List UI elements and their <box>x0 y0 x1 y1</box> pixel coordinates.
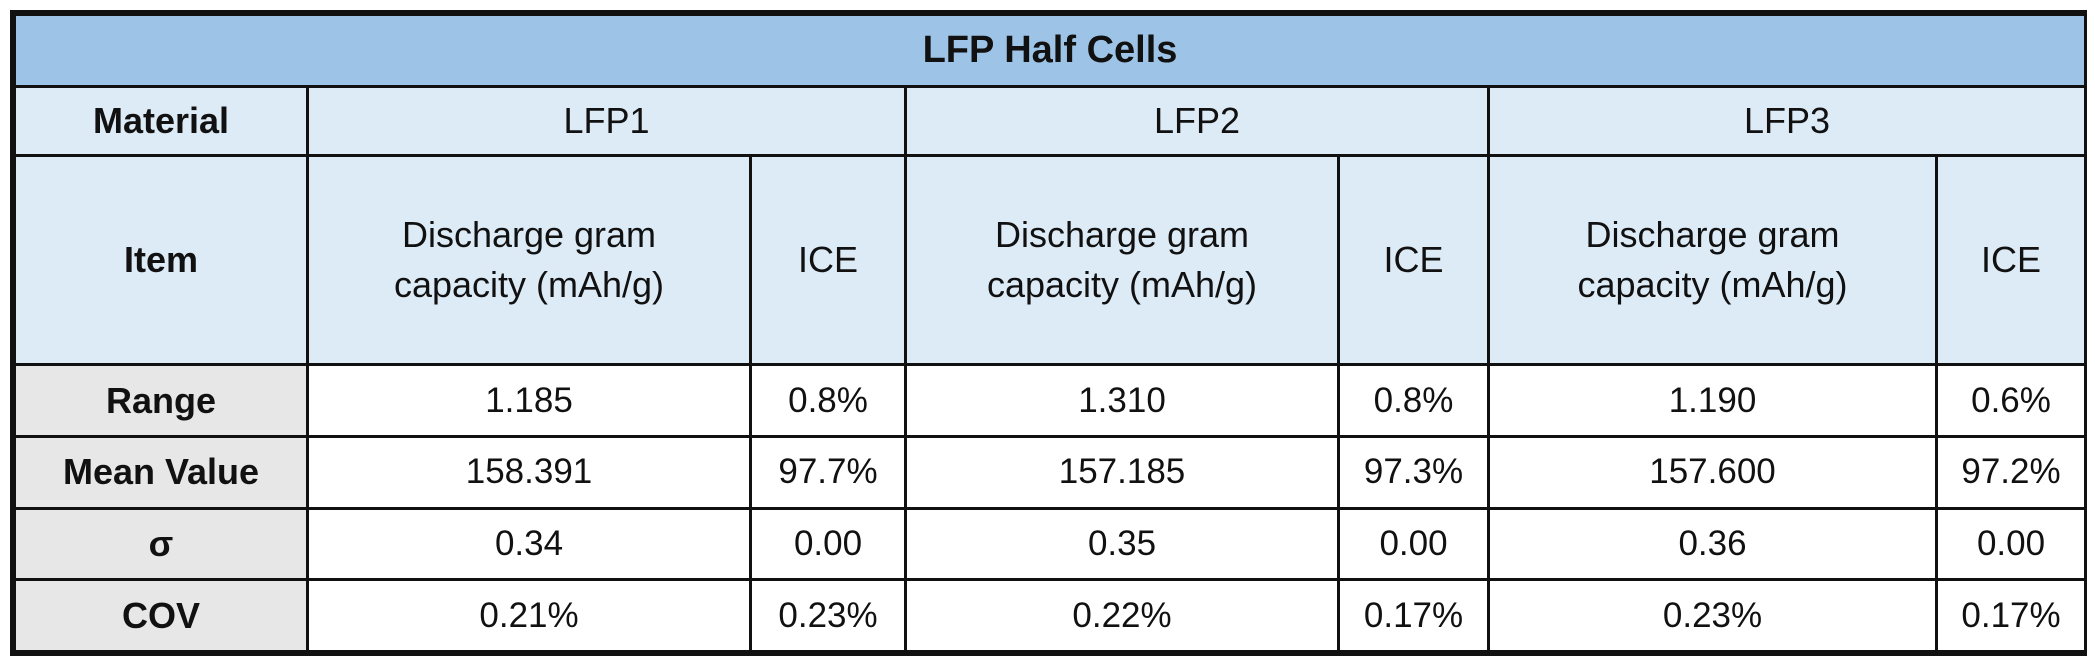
material-row: Material LFP1 LFP2 LFP3 <box>13 84 2088 158</box>
row-label-sigma: σ <box>13 506 309 582</box>
table-row-cov: COV 0.21% 0.23% 0.22% 0.17% 0.23% 0.17% <box>13 578 2088 653</box>
lfp-half-cells-table: LFP Half Cells Material LFP1 LFP2 LFP3 I… <box>12 13 2088 653</box>
material-label: Material <box>13 84 309 158</box>
lfp3-capacity-header: Discharge gram capacity (mAh/g) <box>1487 154 1938 367</box>
lfp1-ice-header: ICE <box>749 154 907 367</box>
table-cell: 0.23% <box>749 578 907 653</box>
table-cell: 97.3% <box>1337 434 1490 510</box>
table-cell: 0.00 <box>1934 506 2088 582</box>
material-lfp3: LFP3 <box>1486 84 2088 158</box>
table-cell: 158.391 <box>306 434 752 510</box>
table-cell: 97.2% <box>1934 434 2088 510</box>
lfp-half-cells-table-container: LFP Half Cells Material LFP1 LFP2 LFP3 I… <box>10 10 2088 656</box>
row-label-range: Range <box>13 363 309 438</box>
lfp2-ice-header: ICE <box>1337 154 1490 367</box>
table-cell: 1.310 <box>904 363 1340 438</box>
table-title: LFP Half Cells <box>12 13 2088 88</box>
table-cell: 0.35 <box>904 506 1340 582</box>
table-cell: 0.00 <box>1337 506 1490 582</box>
table-cell: 1.190 <box>1487 363 1938 438</box>
lfp3-ice-header: ICE <box>1934 154 2088 367</box>
table-cell: 0.00 <box>749 506 907 582</box>
material-lfp2: LFP2 <box>904 84 1490 158</box>
table-cell: 0.34 <box>306 506 752 582</box>
table-cell: 97.7% <box>749 434 907 510</box>
lfp2-capacity-header: Discharge gram capacity (mAh/g) <box>904 154 1340 367</box>
capacity-header-line1: Discharge gram <box>994 214 1250 256</box>
capacity-header-line2: capacity (mAh/g) <box>986 264 1258 306</box>
table-cell: 0.8% <box>1337 363 1490 438</box>
row-label-mean-value: Mean Value <box>13 434 309 510</box>
table-cell: 0.22% <box>904 578 1340 653</box>
table-cell: 1.185 <box>306 363 752 438</box>
capacity-header-line1: Discharge gram <box>401 214 657 256</box>
table-cell: 157.600 <box>1487 434 1938 510</box>
table-row-mean-value: Mean Value 158.391 97.7% 157.185 97.3% 1… <box>13 434 2088 510</box>
table-cell: 0.8% <box>749 363 907 438</box>
table-cell: 0.23% <box>1487 578 1938 653</box>
material-lfp1: LFP1 <box>306 84 907 158</box>
table-row-sigma: σ 0.34 0.00 0.35 0.00 0.36 0.00 <box>13 506 2088 582</box>
table-cell: 0.6% <box>1934 363 2088 438</box>
table-row-range: Range 1.185 0.8% 1.310 0.8% 1.190 0.6% <box>13 363 2088 438</box>
table-cell: 0.36 <box>1487 506 1938 582</box>
capacity-header-line2: capacity (mAh/g) <box>1577 264 1848 306</box>
table-cell: 0.21% <box>306 578 752 653</box>
lfp1-capacity-header: Discharge gram capacity (mAh/g) <box>306 154 752 367</box>
capacity-header-line2: capacity (mAh/g) <box>393 264 665 306</box>
item-label: Item <box>13 154 309 367</box>
table-cell: 157.185 <box>904 434 1340 510</box>
row-label-cov: COV <box>13 578 309 653</box>
table-cell: 0.17% <box>1934 578 2088 653</box>
capacity-header-line1: Discharge gram <box>1585 214 1840 256</box>
table-cell: 0.17% <box>1337 578 1490 653</box>
item-row: Item Discharge gram capacity (mAh/g) ICE… <box>13 154 2088 367</box>
title-row: LFP Half Cells <box>12 13 2088 88</box>
